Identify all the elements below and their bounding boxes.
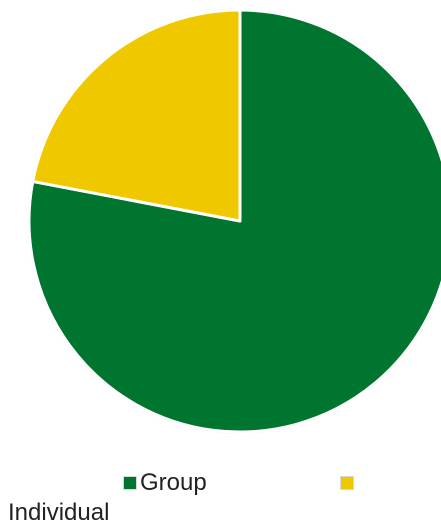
legend-label-group: Group	[140, 469, 207, 496]
pie-chart	[27, 8, 441, 434]
legend-swatch-group	[123, 476, 137, 490]
legend-swatch-individual	[340, 476, 354, 490]
legend-label-individual: Individual	[8, 499, 110, 526]
pie-slice-individual	[31, 8, 242, 223]
